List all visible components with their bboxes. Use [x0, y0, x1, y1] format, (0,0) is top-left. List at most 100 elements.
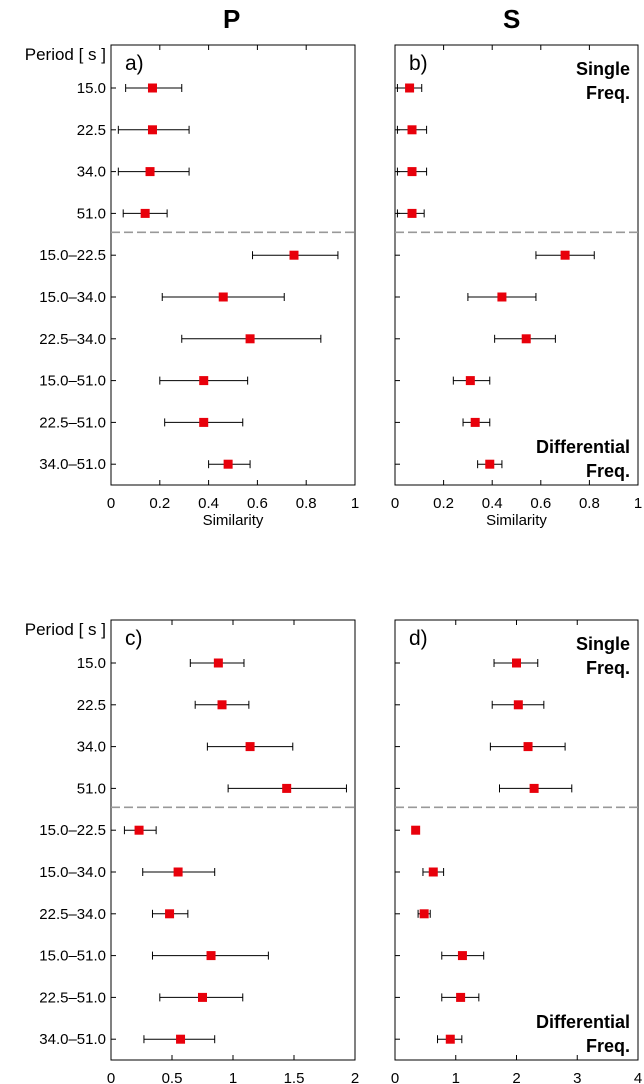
data-point-marker — [560, 250, 570, 260]
category-label: 15.0 — [77, 655, 106, 672]
single-freq-label: Freq. — [586, 83, 630, 103]
data-point-marker — [512, 658, 521, 668]
row-header-label: Period [ s ] — [25, 45, 106, 64]
plot-frame — [394, 619, 639, 1061]
data-point-marker — [407, 208, 417, 218]
x-tick-label: 2 — [351, 1070, 359, 1084]
data-point-marker — [457, 951, 467, 961]
data-point-marker — [134, 825, 144, 835]
data-point-marker — [245, 334, 255, 344]
data-point-marker — [145, 167, 155, 177]
data-point-marker — [497, 292, 507, 302]
x-tick-label: 2 — [512, 1070, 520, 1084]
x-tick-label: 1 — [634, 495, 642, 512]
column-title-s: S — [503, 4, 521, 34]
differential-freq-label: Freq. — [586, 461, 630, 481]
data-point-marker — [485, 459, 495, 469]
x-tick-label: 0.8 — [296, 495, 317, 512]
data-point-marker — [419, 909, 429, 919]
differential-freq-label: Differential — [536, 1012, 630, 1032]
x-tick-label: 1 — [229, 1070, 237, 1084]
x-axis-label: Similarity — [203, 512, 264, 529]
data-point-marker — [405, 83, 415, 93]
data-point-marker — [147, 125, 157, 135]
data-point-marker — [217, 700, 227, 710]
data-point-marker — [411, 825, 421, 835]
differential-freq-label: Differential — [536, 437, 630, 457]
data-point-marker — [223, 459, 233, 469]
data-point-marker — [289, 250, 299, 260]
data-point-marker — [513, 700, 523, 710]
x-axis-label: Similarity — [486, 512, 547, 529]
data-point-marker — [523, 742, 533, 752]
category-label: 22.5–51.0 — [39, 414, 106, 431]
x-tick-label: 0.2 — [433, 495, 454, 512]
category-label: 22.5–34.0 — [39, 906, 106, 923]
column-title-p: P — [223, 4, 241, 34]
category-label: 15.0–51.0 — [39, 948, 106, 965]
x-tick-label: 0.8 — [579, 495, 600, 512]
panel-label: a) — [125, 52, 144, 75]
data-point-marker — [245, 742, 255, 752]
x-tick-label: 0.6 — [530, 495, 551, 512]
data-point-marker — [407, 167, 417, 177]
data-point-marker — [407, 125, 417, 135]
x-tick-label: 0.4 — [482, 495, 503, 512]
data-point-marker — [529, 783, 539, 793]
x-tick-label: 3 — [573, 1070, 581, 1084]
data-point-marker — [456, 992, 466, 1002]
category-label: 51.0 — [77, 205, 106, 222]
x-tick-label: 0.2 — [149, 495, 170, 512]
panel-label: b) — [409, 52, 428, 75]
category-label: 34.0 — [77, 739, 106, 756]
x-tick-label: 0 — [391, 495, 399, 512]
data-point-marker — [428, 867, 438, 877]
x-tick-label: 0 — [391, 1070, 399, 1084]
category-label: 15.0–22.5 — [39, 822, 106, 839]
category-label: 15.0–34.0 — [39, 864, 106, 881]
x-tick-label: 0.6 — [247, 495, 268, 512]
x-tick-label: 0 — [107, 495, 115, 512]
data-point-marker — [521, 334, 531, 344]
data-point-marker — [165, 909, 175, 919]
panel-label: c) — [125, 627, 143, 650]
data-point-marker — [199, 417, 209, 427]
category-label: 51.0 — [77, 780, 106, 797]
data-point-marker — [199, 376, 209, 386]
category-label: 22.5–51.0 — [39, 989, 106, 1006]
single-freq-label: Single — [576, 59, 630, 79]
data-point-marker — [206, 951, 216, 961]
category-label: 15.0–22.5 — [39, 247, 106, 264]
x-tick-label: 1 — [452, 1070, 460, 1084]
category-label: 22.5 — [77, 122, 106, 139]
single-freq-label: Freq. — [586, 658, 630, 678]
category-label: 15.0–51.0 — [39, 373, 106, 390]
plot-frame — [110, 619, 356, 1061]
plot-frame — [394, 44, 639, 486]
plot-frame — [110, 44, 356, 486]
data-point-marker — [140, 208, 150, 218]
data-point-marker — [282, 783, 292, 793]
data-point-marker — [445, 1034, 455, 1044]
x-tick-label: 0 — [107, 1070, 115, 1084]
data-point-marker — [147, 83, 157, 93]
category-label: 22.5–34.0 — [39, 331, 106, 348]
x-tick-label: 1 — [351, 495, 359, 512]
data-point-marker — [198, 992, 207, 1002]
data-point-marker — [173, 867, 183, 877]
data-point-marker — [470, 417, 480, 427]
category-label: 22.5 — [77, 697, 106, 714]
single-freq-label: Single — [576, 634, 630, 654]
x-tick-label: 0.4 — [198, 495, 219, 512]
row-header-label: Period [ s ] — [25, 620, 106, 639]
data-point-marker — [465, 376, 475, 386]
x-tick-label: 4 — [634, 1070, 642, 1084]
category-label: 34.0–51.0 — [39, 1031, 106, 1048]
category-label: 15.0 — [77, 80, 106, 97]
data-point-marker — [218, 292, 228, 302]
category-label: 34.0 — [77, 164, 106, 181]
category-label: 15.0–34.0 — [39, 289, 106, 306]
category-label: 34.0–51.0 — [39, 456, 106, 473]
panel-label: d) — [409, 627, 428, 650]
